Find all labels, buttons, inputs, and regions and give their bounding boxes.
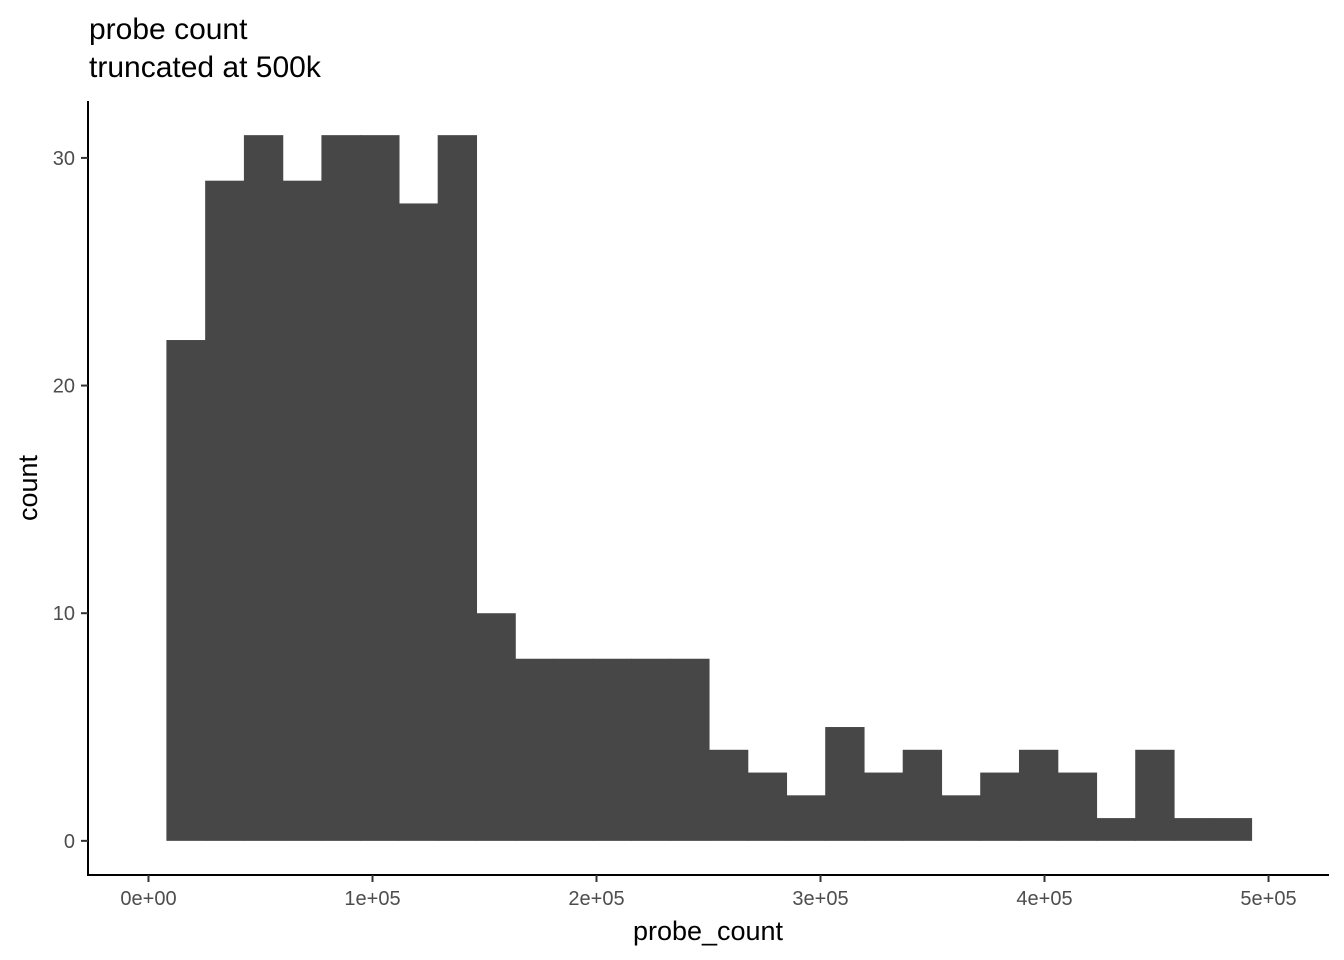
histogram-bar [1212, 818, 1253, 841]
histogram-bar [243, 135, 284, 841]
histogram-bar [786, 795, 826, 841]
histogram-bar [1057, 772, 1098, 841]
x-axis-ticks: 0e+00 1e+05 2e+05 3e+05 4e+05 5e+05 [120, 875, 1297, 910]
y-tick-label: 20 [53, 376, 75, 398]
y-tick-label: 0 [64, 831, 75, 853]
histogram-bars [166, 135, 1253, 841]
x-tick-label: 5e+05 [1240, 888, 1296, 910]
histogram-bar [1135, 749, 1175, 841]
histogram-bar [747, 772, 788, 841]
x-tick-label: 3e+05 [792, 888, 848, 910]
chart-subtitle: truncated at 500k [89, 51, 322, 84]
histogram-bar [166, 340, 206, 841]
histogram-bar [553, 658, 594, 841]
y-axis-ticks: 0 10 20 30 [53, 148, 88, 853]
histogram-bar [670, 658, 710, 841]
histogram-bar [980, 772, 1020, 841]
x-tick-label: 2e+05 [568, 888, 624, 910]
y-tick-label: 10 [53, 603, 75, 625]
x-tick-label: 0e+00 [120, 888, 176, 910]
x-tick-label: 4e+05 [1016, 888, 1072, 910]
y-tick-label: 30 [53, 148, 75, 170]
histogram-bar [1173, 818, 1214, 841]
histogram-bar [398, 203, 439, 841]
histogram-bar [437, 135, 478, 841]
chart-title: probe count [89, 13, 248, 46]
histogram-bar [282, 180, 323, 841]
histogram-bar [321, 135, 361, 841]
histogram-bar [1018, 749, 1059, 841]
histogram-bar [592, 658, 633, 841]
histogram-bar [708, 749, 749, 841]
histogram-bar [360, 135, 400, 841]
x-tick-label: 1e+05 [344, 888, 400, 910]
histogram-bar [631, 658, 671, 841]
histogram-bar [863, 772, 904, 841]
y-axis-title: count [13, 454, 43, 521]
histogram-bar [902, 749, 943, 841]
x-axis-title: probe_count [633, 916, 784, 946]
histogram-bar [941, 795, 981, 841]
histogram-bar [825, 727, 865, 841]
histogram-bar [1096, 818, 1136, 841]
histogram-bar [476, 613, 516, 841]
histogram-bar [205, 180, 245, 841]
histogram-bar [515, 658, 555, 841]
